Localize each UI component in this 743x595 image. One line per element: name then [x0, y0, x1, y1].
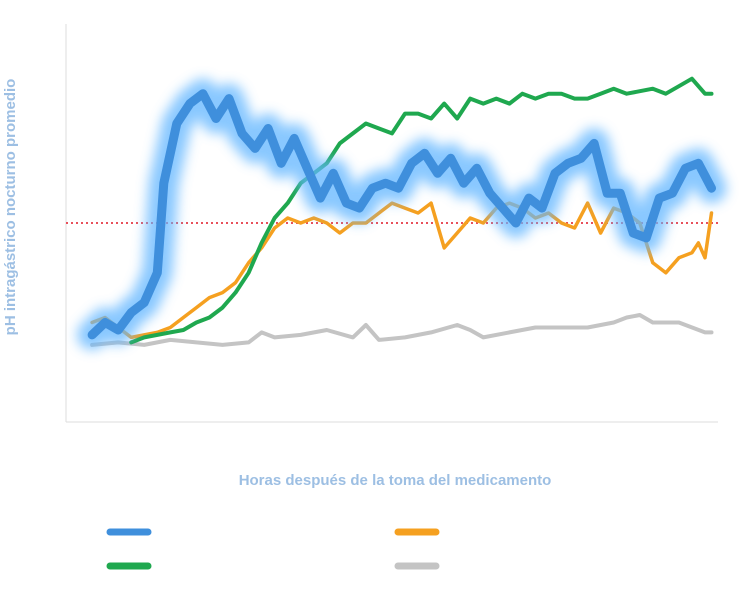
series-blue-line [87, 89, 716, 340]
series-layer [77, 76, 727, 350]
series-green-line [129, 76, 714, 345]
x-axis-title: Horas después de la toma del medicamento [239, 472, 552, 489]
series-gray-line [90, 313, 714, 347]
series-blue-glow [77, 78, 727, 350]
legend [106, 528, 440, 570]
y-axis-title: pH intragástrico nocturno promedio [2, 79, 19, 336]
